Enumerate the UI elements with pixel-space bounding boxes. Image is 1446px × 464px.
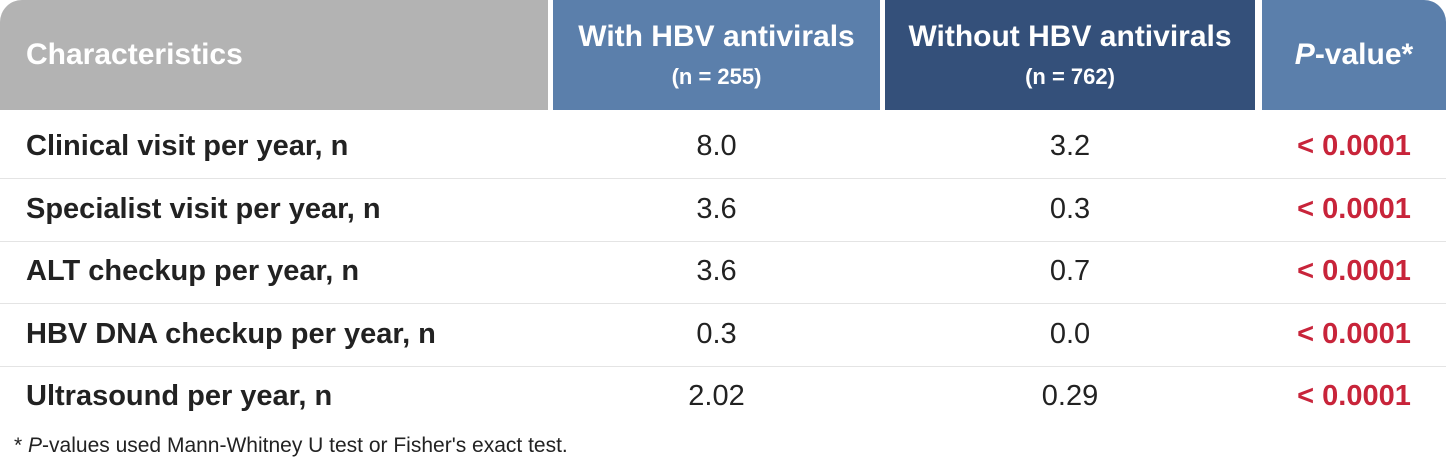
header-with: With HBV antivirals (n = 255) — [553, 0, 880, 110]
footnote-text: * — [14, 434, 23, 457]
table-cell: < 0.0001 — [1297, 130, 1411, 162]
row-separator — [500, 178, 1446, 179]
header-pvalue: P-value* — [1262, 0, 1446, 110]
footnote-text: -values used Mann-Whitney U test or Fish… — [42, 434, 568, 457]
table-cell: 3.6 — [696, 255, 737, 287]
footnote-text: P — [28, 434, 43, 457]
row-separator — [0, 303, 555, 304]
header-text: Without HBV antivirals — [908, 20, 1232, 53]
table-cell: < 0.0001 — [1297, 380, 1411, 412]
table-row: Specialist visit per year, n 3.6 0.3 < 0.00… — [0, 178, 1446, 240]
row-separator — [0, 365, 555, 367]
header-n: (n = 762) — [1025, 64, 1115, 89]
table-cell: 0.29 — [1041, 380, 1099, 412]
table-cell: 3.6 — [696, 192, 737, 225]
table-cell: HBV DNA checkup per year, n — [26, 317, 436, 350]
header-text: With HBV antivirals — [578, 20, 855, 53]
table-cell: 0.7 — [1049, 255, 1091, 287]
table-cell: < 0.0001 — [1297, 255, 1411, 287]
header-text: -value* — [1314, 38, 1414, 71]
row-separator — [0, 240, 555, 242]
header-characteristics: Characteristics — [0, 0, 548, 110]
row-separator — [500, 303, 1446, 304]
table-row: Clinical visit per year, n 8.0 3.2 < 0.0001 — [0, 115, 1446, 177]
header-without: Without HBV antivirals (n = 762) — [885, 0, 1255, 110]
footnote: * P-values used Mann-Whitney U test or F… — [14, 434, 568, 458]
table-cell: Clinical visit per year, n — [26, 130, 349, 162]
table-cell: < 0.0001 — [1297, 317, 1411, 350]
header-n: (n = 255) — [671, 64, 762, 89]
table-cell: 3.2 — [1049, 130, 1091, 162]
table-cell: 0.3 — [1049, 192, 1091, 225]
table-cell: Ultrasound per year, n — [26, 380, 333, 412]
table-cell: 0.0 — [1049, 317, 1091, 350]
row-separator — [500, 365, 1446, 367]
table-cell: 0.3 — [696, 317, 737, 350]
table-cell: 2.02 — [688, 380, 745, 412]
row-separator — [0, 178, 555, 179]
table-cell: < 0.0001 — [1297, 192, 1411, 225]
table-row: ALT checkup per year, n 3.6 0.7 < 0.0001 — [0, 240, 1446, 302]
row-separator — [500, 240, 1446, 242]
table-row: Ultrasound per year, n 2.02 0.29 < 0.0001 — [0, 365, 1446, 427]
table-cell: ALT checkup per year, n — [26, 255, 360, 287]
header-text: P — [1294, 38, 1315, 71]
header-text: Characteristics — [26, 38, 243, 71]
table-row: HBV DNA checkup per year, n 0.3 0.0 < 0.000… — [0, 303, 1446, 365]
table-cell: 8.0 — [696, 130, 737, 162]
table-cell: Specialist visit per year, n — [26, 192, 381, 225]
